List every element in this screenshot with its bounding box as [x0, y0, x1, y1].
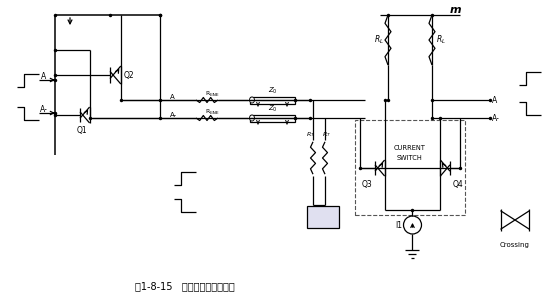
Text: LINE: LINE [210, 93, 219, 97]
Bar [250, 96, 295, 103]
Text: A: A [42, 72, 47, 80]
Text: R: R [205, 91, 209, 95]
Text: $R_L$: $R_L$ [374, 34, 384, 46]
Text: A-: A- [492, 114, 500, 122]
Text: Q2: Q2 [124, 70, 134, 80]
Bar [307, 206, 339, 228]
Text: Q1: Q1 [76, 125, 88, 135]
Text: A-: A- [40, 105, 48, 114]
Text: A: A [492, 95, 497, 105]
Text: SWITCH: SWITCH [397, 155, 423, 161]
Text: CURRENT: CURRENT [394, 145, 426, 151]
Text: m: m [449, 5, 461, 15]
Text: Q4: Q4 [453, 181, 463, 189]
Text: $R_T$: $R_T$ [306, 131, 316, 140]
Text: A: A [170, 94, 175, 100]
Bar [355, 120, 465, 215]
Text: $Z_0$: $Z_0$ [268, 104, 278, 114]
Bar [250, 114, 295, 121]
Text: Crossing: Crossing [500, 242, 530, 248]
Text: A-: A- [170, 112, 177, 118]
Text: $Z_0$: $Z_0$ [268, 86, 278, 96]
Text: $R_T$: $R_T$ [322, 131, 332, 140]
Text: R: R [205, 109, 209, 114]
Text: I1: I1 [395, 221, 402, 230]
Text: Q3: Q3 [362, 181, 372, 189]
Ellipse shape [249, 115, 254, 121]
Text: LINE: LINE [210, 111, 219, 115]
Ellipse shape [249, 97, 254, 103]
Text: $R_L$: $R_L$ [436, 34, 446, 46]
Text: 图1-8-15   差分信号结构示意图: 图1-8-15 差分信号结构示意图 [135, 281, 235, 291]
